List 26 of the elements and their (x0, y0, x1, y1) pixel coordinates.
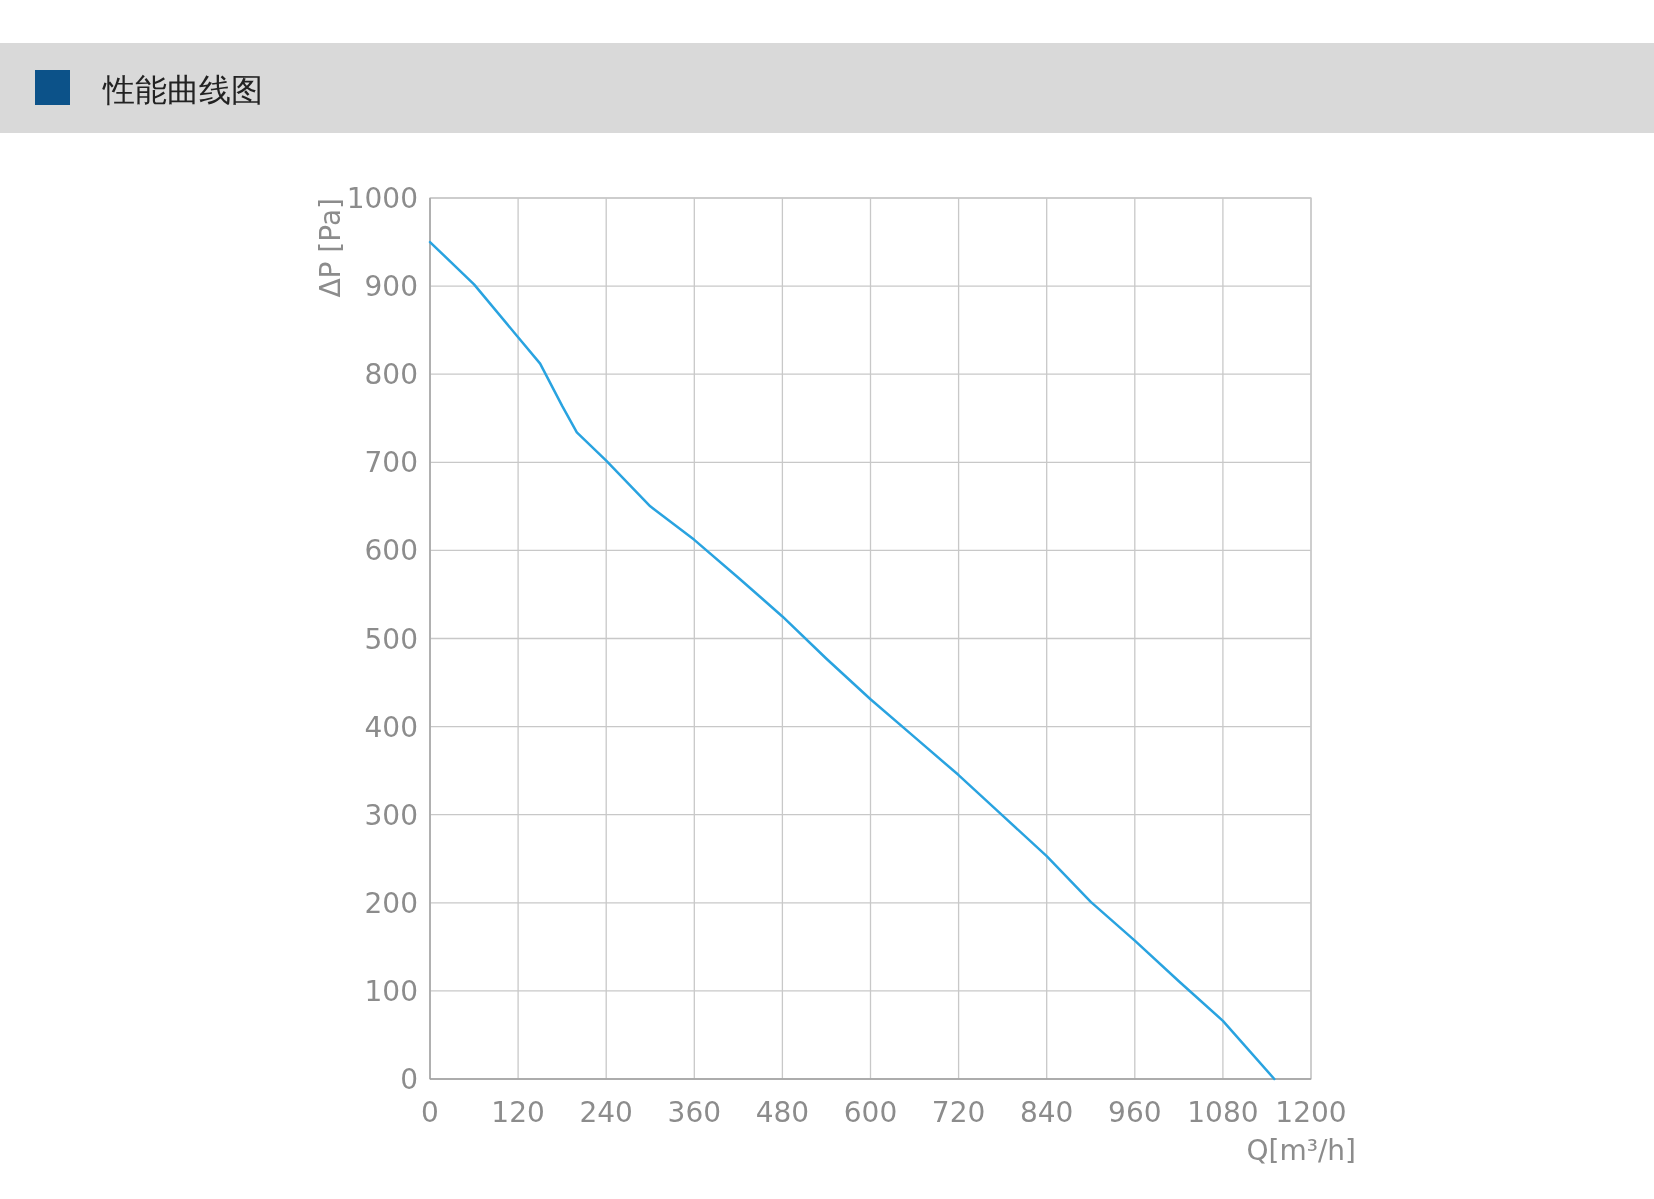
y-axis-title: ΔP [Pa] (314, 198, 347, 298)
y-tick-label: 900 (364, 270, 418, 304)
y-tick-label: 600 (364, 534, 418, 568)
x-tick-label: 720 (931, 1096, 986, 1129)
y-tick-label: 0 (400, 1063, 418, 1096)
x-tick-label: 1200 (1275, 1096, 1347, 1129)
x-tick-label: 480 (755, 1096, 810, 1129)
y-tick-label: 100 (364, 974, 418, 1008)
y-tick-label: 800 (364, 358, 418, 392)
chart-title: 性能曲线图 (102, 71, 263, 109)
y-tick-label: 500 (364, 622, 418, 656)
y-tick-label: 700 (364, 446, 418, 480)
y-tick-label: 400 (364, 710, 418, 744)
x-tick-label: 120 (491, 1096, 545, 1129)
x-tick-label: 600 (843, 1096, 898, 1129)
x-tick-label: 960 (1108, 1096, 1162, 1129)
x-axis-title: Q[m³/h] (1246, 1134, 1356, 1167)
line-series (428, 240, 1276, 1081)
x-tick-label: 240 (579, 1096, 633, 1129)
x-tick-label: 0 (421, 1096, 439, 1129)
y-tick-label: 1000 (346, 182, 418, 215)
x-tick-label: 840 (1019, 1096, 1074, 1129)
x-tick-label: 1080 (1187, 1096, 1259, 1129)
x-tick-label: 360 (667, 1096, 722, 1129)
y-tick-label: 200 (364, 886, 418, 920)
y-tick-label: 300 (364, 798, 418, 832)
